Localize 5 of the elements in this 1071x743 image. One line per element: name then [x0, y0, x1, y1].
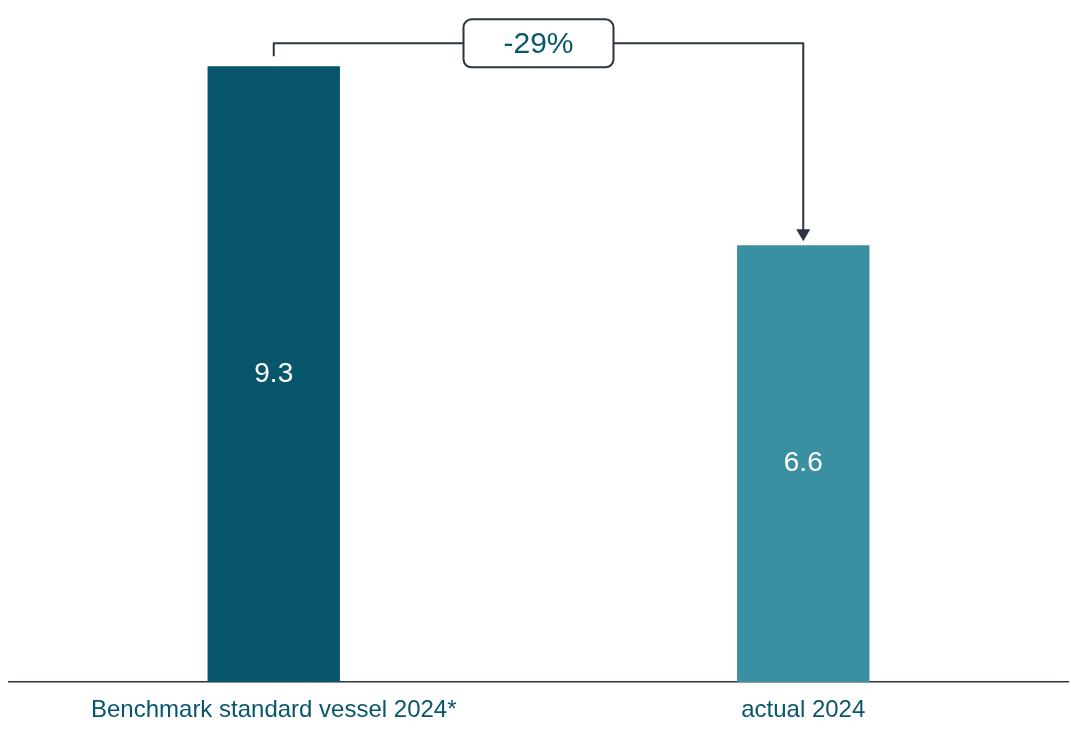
- data-label: 6.6: [783, 446, 823, 478]
- x-tick-label: Benchmark standard vessel 2024*: [90, 695, 457, 723]
- x-tick-label: actual 2024: [741, 695, 866, 723]
- data-label: 9.3: [254, 357, 294, 388]
- annotation: -29%: [503, 25, 574, 59]
